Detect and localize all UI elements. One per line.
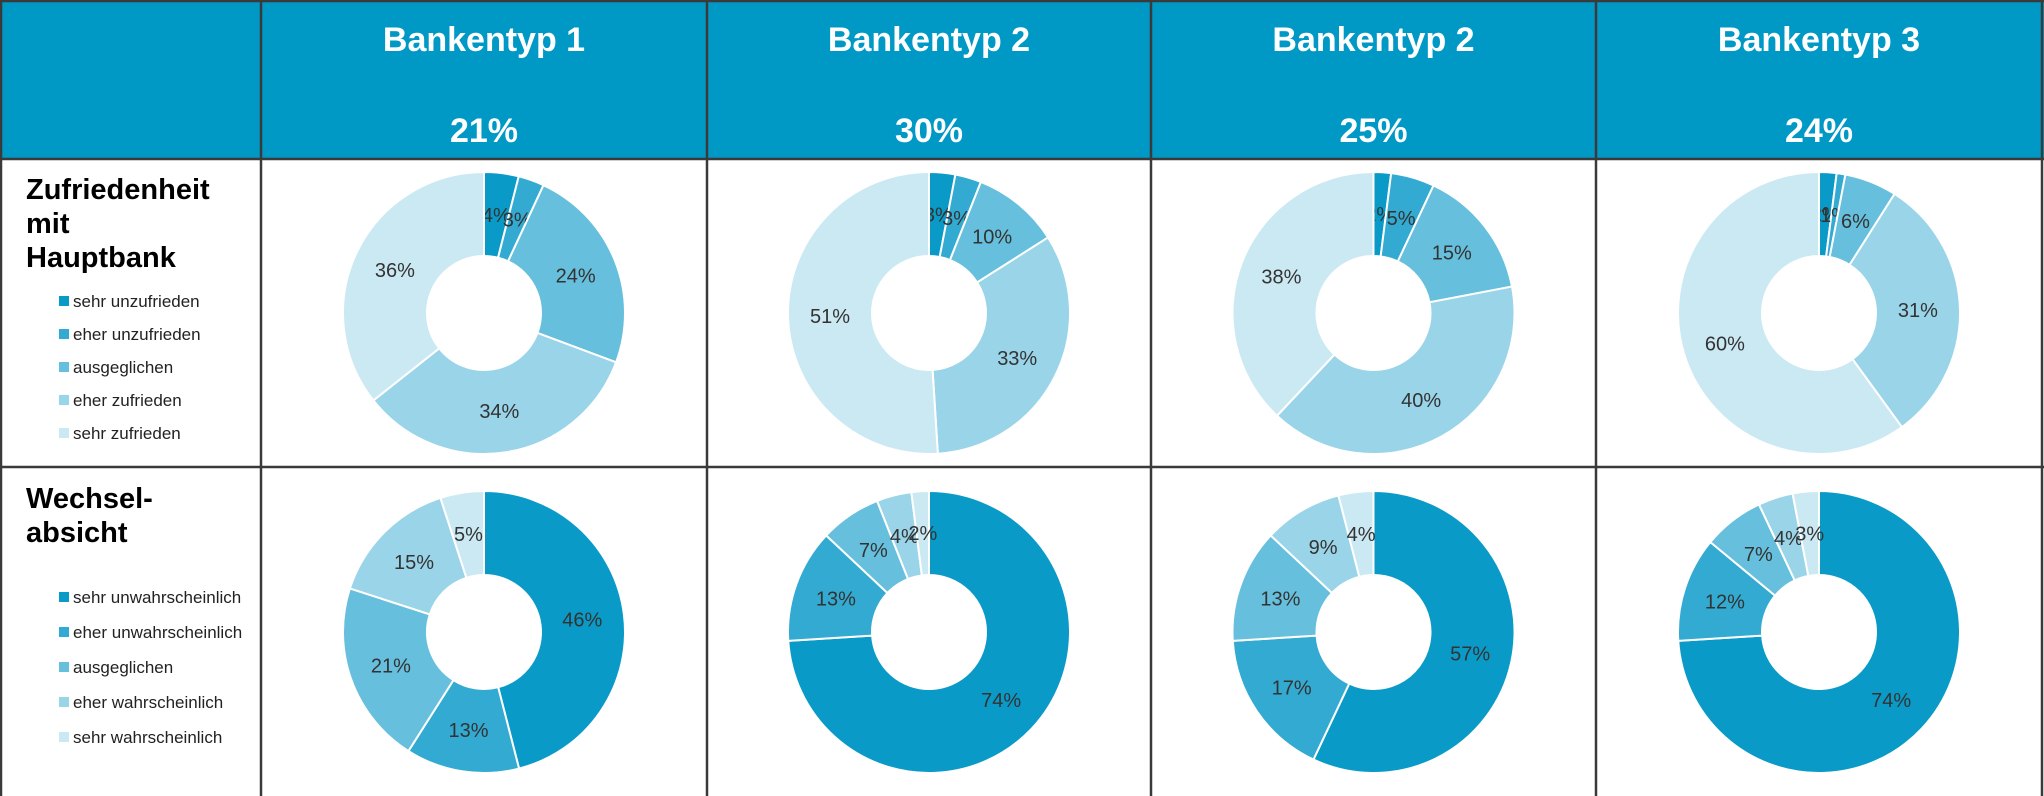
data-label: 40%	[1401, 390, 1441, 412]
column-title: Bankentyp 2	[1272, 21, 1474, 59]
column-title: Bankentyp 3	[1718, 21, 1920, 59]
legend-label: eher zufrieden	[73, 391, 182, 410]
donut-slice	[371, 331, 618, 455]
data-label: 17%	[1272, 678, 1312, 700]
legend-swatch	[59, 296, 69, 306]
legend-label: sehr wahrscheinlich	[73, 728, 222, 747]
data-label: 51%	[810, 306, 850, 328]
data-label: 15%	[1432, 242, 1472, 264]
data-label: 74%	[1871, 690, 1911, 712]
column-share: 30%	[895, 112, 963, 150]
data-label: 57%	[1450, 644, 1490, 666]
data-label: 12%	[1705, 591, 1745, 613]
data-label: 21%	[371, 656, 411, 678]
data-label: 7%	[859, 540, 888, 562]
data-label: 6%	[1841, 211, 1870, 233]
donut-slice	[1231, 634, 1351, 761]
donut-slice	[931, 236, 1071, 455]
data-label: 5%	[1387, 208, 1416, 230]
legend-label: sehr unzufrieden	[73, 292, 200, 311]
donut-slice	[1791, 489, 1820, 578]
donut-slice	[1337, 489, 1375, 579]
donut-slice	[342, 587, 455, 753]
column-title: Bankentyp 1	[383, 21, 585, 59]
column-share: 24%	[1785, 112, 1853, 150]
donut-slice	[1396, 184, 1514, 304]
column-title: Bankentyp 2	[828, 21, 1030, 59]
data-label: 31%	[1898, 300, 1938, 322]
legend-swatch	[59, 662, 69, 672]
data-label: 5%	[454, 524, 483, 546]
legend-label: ausgeglichen	[73, 658, 173, 677]
data-label: 13%	[1260, 588, 1300, 610]
data-label: 46%	[562, 610, 602, 632]
legend-label: eher unzufrieden	[73, 325, 201, 344]
data-label: 74%	[981, 690, 1021, 712]
data-label: 3%	[1795, 523, 1824, 545]
header-band	[0, 0, 2044, 159]
donut-slice	[1312, 489, 1516, 774]
legend-swatch	[59, 362, 69, 372]
donut-slice	[787, 489, 1071, 774]
legend-swatch	[59, 732, 69, 742]
legend-swatch	[59, 697, 69, 707]
legend-swatch	[59, 329, 69, 339]
legend-label: sehr zufrieden	[73, 424, 181, 443]
legend-swatch	[59, 592, 69, 602]
data-label: 4%	[890, 526, 919, 548]
donut-slice	[787, 170, 939, 455]
donut-slice	[1231, 170, 1375, 418]
legend-swatch	[59, 395, 69, 405]
donut-slice	[1275, 285, 1516, 455]
legend-label: eher wahrscheinlich	[73, 693, 223, 712]
donut-slice	[342, 170, 485, 402]
donut-slice	[1848, 192, 1961, 429]
donut-slice	[348, 496, 468, 616]
donut-slice	[439, 489, 485, 580]
data-label: 4%	[1774, 528, 1803, 550]
data-label: 4%	[1347, 524, 1376, 546]
data-label: 13%	[448, 720, 488, 742]
legend-swatch	[59, 627, 69, 637]
data-label: 15%	[394, 552, 434, 574]
donut-slice	[1677, 489, 1961, 774]
data-label: 38%	[1261, 267, 1301, 289]
donut-slice	[506, 183, 626, 364]
legend-label: sehr unwahrscheinlich	[73, 588, 241, 607]
row-title: Zufriedenheit mit Hauptbank	[26, 174, 210, 274]
data-label: 4%	[482, 205, 511, 227]
donut-slice	[910, 489, 930, 577]
donut-slice	[483, 489, 626, 770]
column-share: 25%	[1339, 112, 1407, 150]
legend-swatch	[59, 428, 69, 438]
data-label: 24%	[556, 265, 596, 287]
data-label: 60%	[1705, 334, 1745, 356]
legend-label: ausgeglichen	[73, 358, 173, 377]
data-label: 9%	[1309, 537, 1338, 559]
data-label: 2%	[908, 523, 937, 545]
data-label: 33%	[997, 348, 1037, 370]
data-label: 7%	[1744, 544, 1773, 566]
column-share: 21%	[450, 112, 518, 150]
donut-slice	[1677, 170, 1904, 455]
data-label: 10%	[972, 227, 1012, 249]
data-label: 34%	[479, 401, 519, 423]
data-label: 13%	[816, 588, 856, 610]
data-label: 36%	[375, 260, 415, 282]
legend-label: eher unwahrscheinlich	[73, 623, 242, 642]
row-title: Wechsel- absicht	[26, 483, 153, 549]
